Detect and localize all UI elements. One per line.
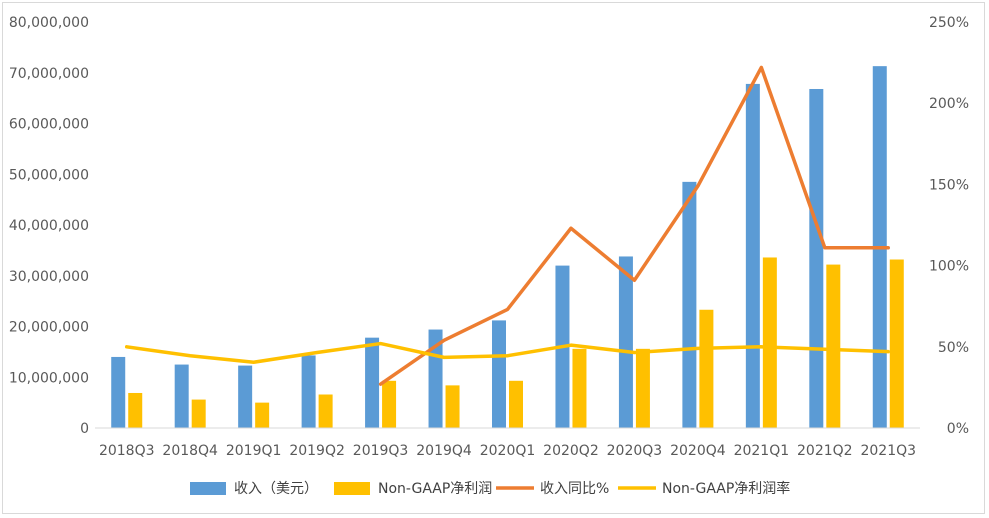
legend-revenue-label: 收入（美元） <box>234 481 318 497</box>
revenue-bar <box>174 364 189 428</box>
y-left-tick-label: 70,000,000 <box>9 66 89 82</box>
y-right-tick-label: 0% <box>947 421 969 437</box>
net-profit-bar <box>445 385 460 428</box>
legend-net-profit-swatch <box>334 482 370 495</box>
y-left-tick-label: 10,000,000 <box>9 370 89 386</box>
x-tick-label: 2021Q3 <box>860 443 916 459</box>
x-tick-label: 2020Q2 <box>543 443 599 459</box>
net-profit-bar <box>572 348 587 428</box>
net-profit-bar <box>826 264 841 428</box>
x-tick-label: 2021Q1 <box>734 443 790 459</box>
net-margin-line <box>124 341 891 364</box>
net-profit-bar <box>762 257 777 428</box>
y-right-tick-label: 50% <box>938 340 969 356</box>
net-profit-bar <box>635 348 650 428</box>
net-profit-bar <box>191 399 206 428</box>
revenue-bar <box>238 365 253 428</box>
x-tick-label: 2020Q3 <box>607 443 663 459</box>
net-profit-bar <box>699 309 714 428</box>
revenue-bar <box>301 355 316 428</box>
revenue-bar <box>682 181 697 428</box>
net-profit-bar <box>509 380 523 428</box>
x-tick-label: 2019Q4 <box>416 443 472 459</box>
y-right-tick-label: 150% <box>929 177 969 193</box>
y-left-tick-label: 80,000,000 <box>9 15 89 31</box>
x-tick-label: 2019Q1 <box>226 443 282 459</box>
y-left-tick-label: 0 <box>80 421 89 437</box>
revenue-bar <box>809 88 824 429</box>
x-tick-label: 2019Q2 <box>289 443 345 459</box>
y-left-tick-label: 20,000,000 <box>9 320 89 336</box>
revenue-bar <box>618 256 633 428</box>
x-tick-label: 2021Q2 <box>797 443 853 459</box>
revenue-bar <box>365 337 380 428</box>
legend-net-margin-label: Non-GAAP净利润率 <box>662 480 790 497</box>
net-profit-bar <box>889 259 904 428</box>
x-tick-label: 2019Q3 <box>353 443 409 459</box>
net-profit-bar <box>382 380 397 428</box>
y-right-tick-label: 100% <box>929 259 969 275</box>
y-right-tick-label: 200% <box>929 96 969 112</box>
net-profit-bar <box>128 392 143 428</box>
net-profit-bar <box>318 394 333 428</box>
revenue-bar <box>745 83 760 428</box>
x-tick-label: 2020Q1 <box>480 443 536 459</box>
y-left-tick-label: 50,000,000 <box>9 167 89 183</box>
revenue-bar <box>492 320 506 428</box>
revenue-yoy-line <box>378 65 891 386</box>
x-tick-label: 2018Q4 <box>162 443 218 459</box>
x-tick-label: 2018Q3 <box>99 443 155 459</box>
legend-net-profit-label: Non-GAAP净利润 <box>378 481 492 497</box>
net-profit-bar <box>255 402 270 428</box>
legend-revenue-swatch <box>190 482 226 495</box>
revenue-bar <box>111 356 126 428</box>
y-left-tick-label: 40,000,000 <box>9 218 89 234</box>
y-right-tick-label: 250% <box>929 15 969 31</box>
legend-revenue-yoy-label: 收入同比% <box>540 481 609 497</box>
x-tick-label: 2020Q4 <box>670 443 726 459</box>
y-left-tick-label: 60,000,000 <box>9 117 89 133</box>
y-left-tick-label: 30,000,000 <box>9 269 89 285</box>
